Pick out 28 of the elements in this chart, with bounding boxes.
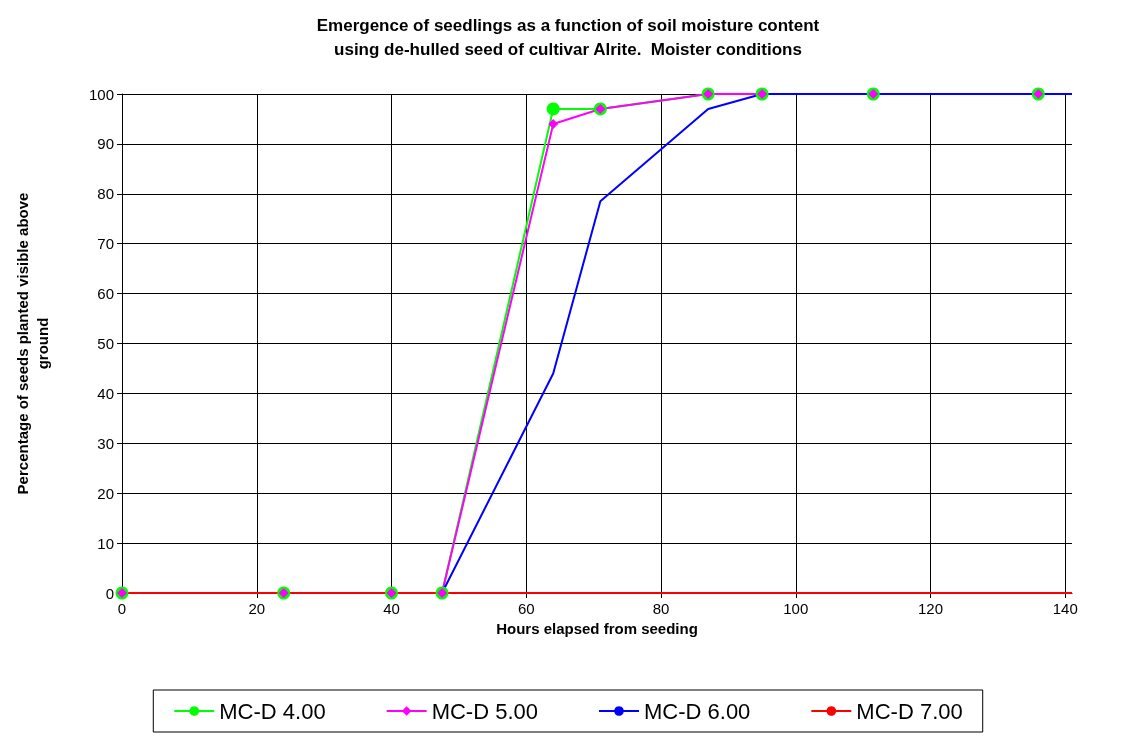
y-tick-label: 50	[97, 335, 114, 352]
chart-title: Emergence of seedlings as a function of soil moisture content using de-hulled seed of cultivar Alrite. Moister conditions	[316, 15, 820, 59]
y-tick-label: 20	[97, 484, 114, 502]
legend-label: MC-D 6.00	[644, 698, 751, 724]
x-tick-label: 140	[1052, 600, 1078, 617]
y-tick-label: 60	[97, 285, 114, 303]
y-tick-label: 90	[97, 135, 114, 153]
legend-label: MC-D 4.00	[219, 698, 326, 724]
point	[546, 102, 560, 116]
x-tick-label: 40	[383, 600, 400, 617]
y-tick-label: 40	[97, 384, 114, 402]
x-tick-label: 120	[917, 600, 944, 617]
y-tick-label: 30	[97, 434, 114, 452]
y-axis-title: Percentage of seeds planted visible above ground	[13, 192, 51, 495]
y-tick-label: 70	[97, 235, 114, 253]
x-tick-label: 0	[117, 600, 127, 617]
y-tick-label: 80	[97, 185, 114, 203]
legend-label: MC-D 7.00	[856, 698, 963, 724]
x-axis-title: Hours elapsed from seeding	[496, 620, 698, 637]
x-tick-label: 60	[517, 600, 535, 617]
x-tick-label: 100	[783, 600, 809, 617]
x-tick-label: 80	[652, 600, 670, 617]
point	[548, 118, 559, 129]
y-tick-label: 10	[97, 534, 114, 552]
legend-label: MC-D 5.00	[431, 698, 538, 724]
y-tick-label: 0	[105, 584, 114, 602]
x-tick-label: 20	[248, 600, 266, 617]
y-tick-label: 100	[88, 85, 114, 103]
